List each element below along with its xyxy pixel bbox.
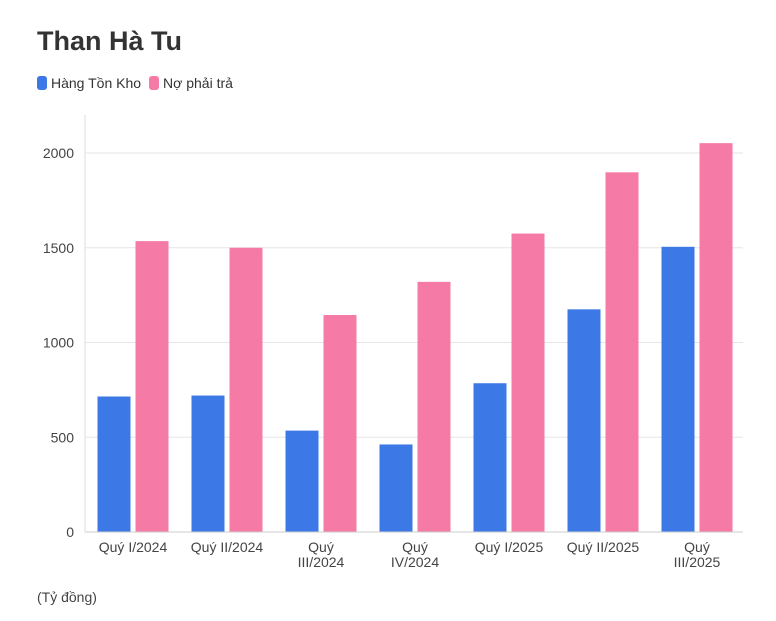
y-tick-label: 2000 xyxy=(43,145,74,161)
legend-swatch-payables xyxy=(149,76,160,90)
legend: Hàng Tồn Kho Nợ phải trả xyxy=(37,75,241,91)
legend-item-inventory[interactable]: Hàng Tồn Kho xyxy=(37,75,141,91)
bar-inventory[interactable] xyxy=(191,395,225,532)
bar-inventory[interactable] xyxy=(379,444,413,532)
y-tick-label: 1000 xyxy=(43,335,74,351)
chart-title: Than Hà Tu xyxy=(37,26,182,56)
y-tick-label: 0 xyxy=(66,524,74,540)
bar-payables[interactable] xyxy=(511,233,545,532)
unit-note: (Tỷ đồng) xyxy=(37,589,97,605)
legend-label-payables: Nợ phải trả xyxy=(163,75,233,91)
bar-inventory[interactable] xyxy=(567,309,601,532)
y-tick-label: 1500 xyxy=(43,240,74,256)
legend-swatch-inventory xyxy=(37,76,47,90)
y-tick-label: 500 xyxy=(51,429,75,445)
bar-inventory[interactable] xyxy=(285,430,319,532)
x-tick-label: Quý IV/2024 xyxy=(391,539,439,570)
bar-payables[interactable] xyxy=(417,281,451,532)
bar-inventory[interactable] xyxy=(661,246,695,533)
x-tick-label: Quý I/2025 xyxy=(475,539,544,555)
bar-payables[interactable] xyxy=(323,315,357,532)
x-tick-label: Quý II/2024 xyxy=(191,539,264,555)
x-tick-label: Quý II/2025 xyxy=(567,539,640,555)
bar-payables[interactable] xyxy=(135,241,169,532)
x-tick-label: Quý III/2024 xyxy=(298,539,345,570)
bar-inventory[interactable] xyxy=(97,396,131,532)
x-tick-label: Quý I/2024 xyxy=(99,539,168,555)
bar-payables[interactable] xyxy=(229,247,263,532)
legend-item-payables[interactable]: Nợ phải trả xyxy=(149,75,233,91)
bar-payables[interactable] xyxy=(699,143,733,532)
legend-label-inventory: Hàng Tồn Kho xyxy=(51,75,142,91)
x-tick-label: Quý III/2025 xyxy=(674,539,721,570)
bar-inventory[interactable] xyxy=(473,383,507,532)
bar-payables[interactable] xyxy=(605,172,639,533)
